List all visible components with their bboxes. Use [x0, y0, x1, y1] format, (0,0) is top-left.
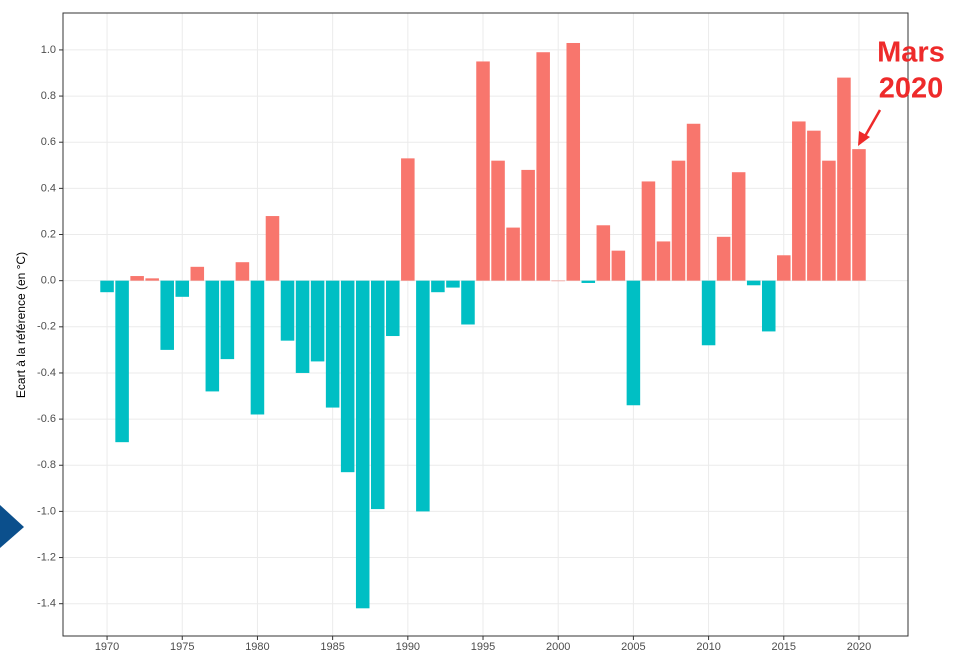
bar: [822, 160, 836, 281]
bar: [401, 158, 415, 281]
plot-border: [62, 12, 909, 637]
bar: [280, 280, 295, 341]
annotation: Mars: [877, 37, 945, 69]
bar: [235, 262, 250, 281]
bar: [265, 216, 280, 281]
y-axis-label: Ecart à la référence (en °C): [14, 252, 28, 398]
bar: [701, 280, 716, 346]
bar: [837, 77, 851, 281]
bar: [551, 280, 565, 282]
bar: [656, 241, 671, 281]
bar: [746, 280, 761, 286]
x-tick-label: 1990: [396, 641, 420, 652]
bar: [340, 280, 355, 473]
bar: [581, 280, 596, 283]
x-tick-label: 1995: [471, 641, 495, 652]
bar: [761, 280, 776, 332]
y-tick-label: 0.0: [41, 275, 56, 287]
y-tick-label: -1.2: [37, 551, 56, 563]
bar: [130, 276, 144, 281]
decoration-triangle: [0, 505, 24, 548]
bar: [716, 236, 731, 281]
bar: [731, 172, 746, 281]
y-tick-label: 0.6: [41, 136, 56, 148]
x-tick-label: 2010: [696, 641, 720, 652]
bar: [220, 280, 235, 360]
y-tick-label: 0.4: [41, 182, 56, 194]
bar: [416, 280, 430, 512]
bar: [506, 227, 520, 281]
y-tick-label: -1.4: [37, 598, 56, 610]
bar: [671, 160, 686, 281]
y-tick-label: -0.8: [37, 459, 56, 471]
x-tick-label: 2015: [772, 641, 796, 652]
bar: [641, 181, 656, 281]
bar: [807, 130, 821, 281]
bar: [386, 280, 400, 337]
annotation-arrow: [862, 109, 882, 139]
bar: [115, 280, 129, 443]
bar: [370, 280, 385, 510]
bar: [536, 52, 550, 281]
x-tick-label: 1985: [320, 641, 344, 652]
x-tick-label: 2000: [546, 641, 570, 652]
y-tick-label: -0.4: [37, 367, 56, 379]
x-tick-label: 2005: [621, 641, 645, 652]
bar: [852, 149, 866, 281]
bar: [175, 280, 190, 297]
x-tick-label: 1980: [245, 641, 269, 652]
bar: [431, 280, 445, 293]
bar: [355, 280, 370, 609]
bar: [250, 280, 265, 415]
bar: [160, 280, 174, 350]
bar: [566, 42, 581, 281]
y-tick-label: -1.0: [37, 505, 56, 517]
bar: [100, 280, 114, 293]
bar: [686, 123, 701, 281]
bar: [491, 160, 505, 281]
x-tick-label: 1975: [170, 641, 194, 652]
bar: [295, 280, 310, 373]
bar: [461, 280, 475, 325]
bar: [190, 266, 205, 281]
bar: [325, 280, 340, 408]
bar: [792, 121, 806, 281]
y-tick-label: 0.2: [41, 228, 56, 240]
bar: [521, 169, 535, 281]
bar: [626, 280, 641, 406]
bar: [596, 225, 611, 281]
bar: [205, 280, 220, 392]
bar: [446, 280, 460, 288]
annotation: 2020: [879, 73, 944, 105]
annotation-arrowhead: [858, 131, 870, 146]
y-tick-label: 1.0: [41, 44, 56, 56]
bar: [777, 255, 791, 281]
bar: [611, 250, 626, 281]
x-tick-label: 1970: [95, 641, 119, 652]
y-tick-label: 0.8: [41, 90, 56, 102]
x-tick-label: 2020: [847, 641, 871, 652]
bar: [145, 278, 159, 281]
bar: [310, 280, 325, 362]
bar: [476, 61, 490, 281]
y-tick-label: -0.2: [37, 321, 56, 333]
y-tick-label: -0.6: [37, 413, 56, 425]
